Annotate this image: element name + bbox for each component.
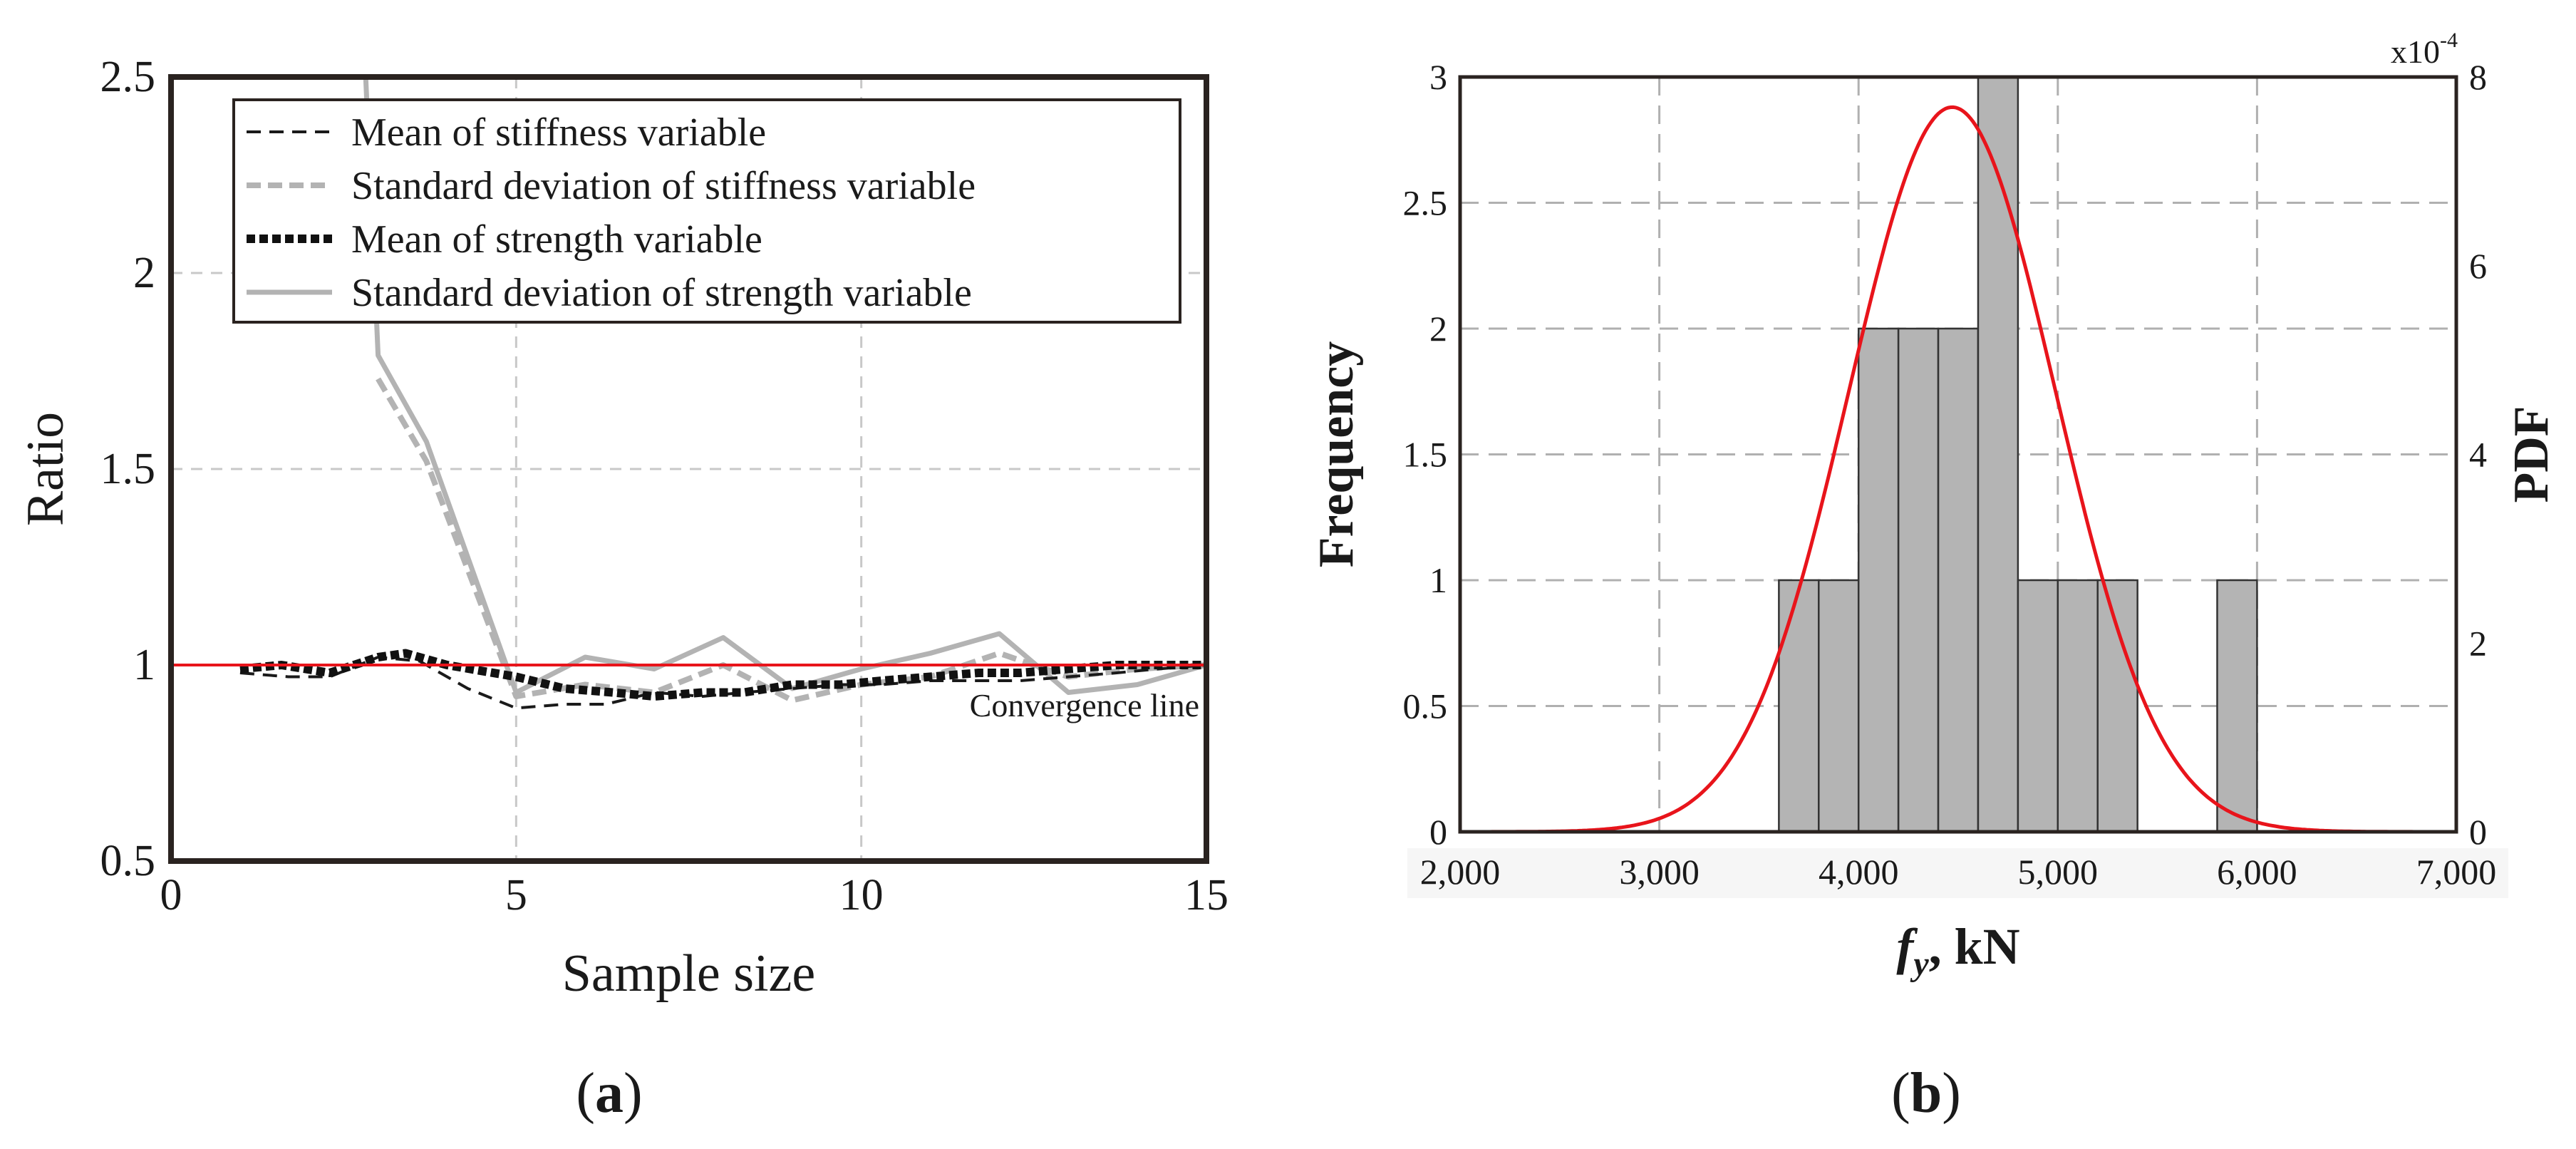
x-tick-label: 5,000 xyxy=(2018,852,2099,892)
plot-frame-a xyxy=(168,74,1209,864)
series-line xyxy=(363,77,1206,695)
x-tick-label: 15 xyxy=(1184,871,1228,919)
x-axis-label: Sample size xyxy=(562,944,816,1003)
y-tick-label: 0 xyxy=(1429,812,1447,852)
y2-multiplier-exponent: -4 xyxy=(2440,29,2458,52)
histogram-bar xyxy=(1778,579,1820,833)
x-tick-label: 5 xyxy=(505,871,527,919)
panel-label-a: (a) xyxy=(576,1062,642,1125)
x-axis-label-unit: , kN xyxy=(1929,918,2020,975)
y2-axis-label: PDF xyxy=(2504,406,2559,503)
histogram-bar xyxy=(2057,579,2099,833)
x-tick-label: 4,000 xyxy=(1819,852,1899,892)
y2-tick-label: 6 xyxy=(2469,246,2487,286)
y-axis-label: Frequency xyxy=(1309,341,1364,568)
x-tick-label: 7,000 xyxy=(2416,852,2497,892)
y2-tick-label: 2 xyxy=(2469,623,2487,663)
y-tick-label: 0.5 xyxy=(1403,686,1448,726)
y-tick-label: 1 xyxy=(1429,560,1447,600)
y-tick-label: 3 xyxy=(1429,57,1447,97)
y2-multiplier-base: x10 xyxy=(2391,34,2440,70)
panel-label-paren: ) xyxy=(1942,1062,1961,1125)
y2-tick-label: 8 xyxy=(2469,57,2487,97)
panel-label-b: (b) xyxy=(1891,1062,1961,1125)
y-tick-label: 1.5 xyxy=(1403,435,1448,475)
histogram-bar xyxy=(1937,327,1980,833)
x-axis-label-subscript: y xyxy=(1910,945,1929,983)
legend-box xyxy=(232,98,1181,324)
series-line xyxy=(239,649,1206,701)
y-tick-label: 2 xyxy=(1429,309,1447,349)
panel-label-letter: a xyxy=(595,1062,624,1125)
y2-tick-label: 0 xyxy=(2469,812,2487,852)
y-tick-label: 1.5 xyxy=(100,445,156,493)
x-tick-label: 10 xyxy=(839,871,884,919)
panel-label-paren: ) xyxy=(624,1062,643,1125)
x-tick-label: 0 xyxy=(160,871,182,919)
series-line xyxy=(239,656,1206,710)
x-tick-label: 2,000 xyxy=(1420,852,1501,892)
panel-b: 0 0.5 1 1.5 2 2.5 3 0 2 4 6 8 2,000 3,000 4,000 5,000 6,… xyxy=(1309,29,2559,1125)
plot-frame-b xyxy=(1458,75,2458,834)
y2-tick-label: 4 xyxy=(2469,435,2487,475)
y-tick-label: 2 xyxy=(133,249,155,297)
legend-label: Standard deviation of strength variable xyxy=(351,271,972,315)
histogram-bar xyxy=(2017,579,2059,833)
tick-label-background xyxy=(1407,848,2508,898)
panel-label-paren: ( xyxy=(1891,1062,1910,1125)
legend-label: Standard deviation of stiffness variable xyxy=(351,164,976,208)
histogram-bar xyxy=(1818,579,1860,833)
panel-label-paren: ( xyxy=(576,1062,595,1125)
histogram-bar xyxy=(1857,327,1900,833)
histogram-bar xyxy=(1977,76,2019,833)
y-tick-label: 1 xyxy=(133,641,155,689)
x-tick-label: 3,000 xyxy=(1619,852,1700,892)
x-tick-label: 6,000 xyxy=(2217,852,2297,892)
histogram-bar xyxy=(2216,579,2258,833)
legend-label: Mean of stiffness variable xyxy=(351,110,766,155)
y2-multiplier: x10-4 xyxy=(2391,29,2458,70)
legend-label: Mean of strength variable xyxy=(351,217,762,262)
convergence-label: Convergence line xyxy=(970,687,1199,723)
pdf-curve xyxy=(1460,105,2456,834)
y-axis-label: Ratio xyxy=(16,412,75,526)
panel-label-letter: b xyxy=(1910,1062,1943,1125)
panel-a: Convergence line 0 5 10 15 0.5 1 1.5 2 2.5 Sample … xyxy=(16,53,1228,1125)
y-tick-label: 2.5 xyxy=(1403,183,1448,223)
histogram-bar xyxy=(1897,327,1940,833)
histogram-bar xyxy=(2096,579,2138,833)
y-tick-label: 0.5 xyxy=(100,837,156,885)
y-tick-label: 2.5 xyxy=(100,53,156,101)
